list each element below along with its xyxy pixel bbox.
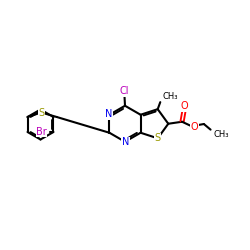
Text: O: O [191, 122, 198, 132]
Text: Cl: Cl [120, 86, 129, 96]
Text: Br: Br [36, 127, 47, 137]
Text: N: N [122, 137, 129, 147]
Text: CH₃: CH₃ [213, 130, 228, 139]
Text: N: N [105, 109, 112, 119]
Text: S: S [155, 133, 161, 143]
Text: CH₃: CH₃ [163, 92, 178, 101]
Text: O: O [180, 102, 188, 112]
Text: S: S [38, 108, 44, 118]
